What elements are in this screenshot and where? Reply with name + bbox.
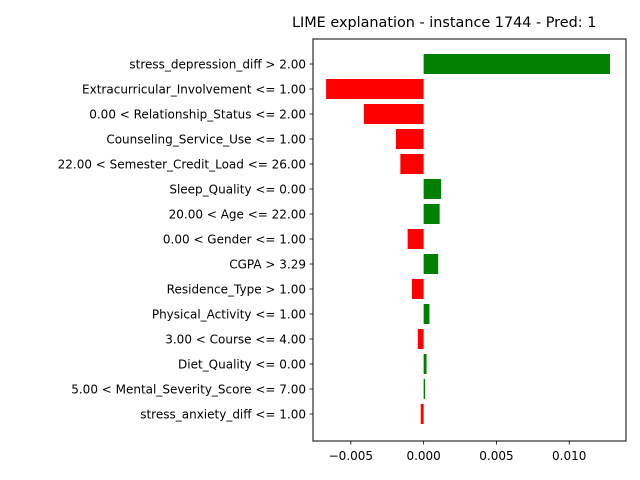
bar-12 — [423, 354, 427, 374]
bar-13 — [423, 379, 426, 399]
x-tick-label: 0.005 — [479, 449, 513, 463]
y-tick-label: stress_anxiety_diff <= 1.00 — [140, 408, 306, 422]
y-tick-label: Extracurricular_Involvement <= 1.00 — [82, 83, 306, 97]
y-tick-label: Physical_Activity <= 1.00 — [152, 308, 306, 322]
y-tick-label: 3.00 < Course <= 4.00 — [165, 333, 306, 347]
bar-4 — [400, 154, 424, 174]
bar-0 — [423, 54, 610, 74]
y-tick-label: Sleep_Quality <= 0.00 — [169, 183, 306, 197]
plot-frame — [312, 38, 627, 442]
bar-5 — [423, 179, 442, 199]
x-ticks: −0.005 0.000 0.005 0.010 — [329, 441, 586, 463]
bar-9 — [411, 279, 424, 299]
bar-3 — [395, 129, 424, 149]
y-tick-label: Residence_Type > 1.00 — [167, 283, 306, 297]
x-tick-label: 0.010 — [552, 449, 586, 463]
bar-7 — [407, 229, 424, 249]
y-tick-label: Diet_Quality <= 0.00 — [178, 358, 306, 372]
bar-8 — [423, 254, 439, 274]
x-tick-label: −0.005 — [329, 449, 373, 463]
bar-2 — [363, 104, 424, 124]
y-tick-label: 0.00 < Gender <= 1.00 — [163, 233, 306, 247]
y-tick-label: CGPA > 3.29 — [229, 258, 306, 272]
bar-11 — [417, 329, 424, 349]
y-tick-label: 5.00 < Mental_Severity_Score <= 7.00 — [71, 383, 306, 397]
bar-10 — [423, 304, 430, 324]
y-tick-label: Counseling_Service_Use <= 1.00 — [106, 133, 306, 147]
y-tick-label: 20.00 < Age <= 22.00 — [169, 208, 306, 222]
x-tick-label: 0.000 — [406, 449, 440, 463]
bar-14 — [420, 404, 424, 424]
bar-6 — [423, 204, 440, 224]
y-tick-label: 0.00 < Relationship_Status <= 2.00 — [89, 108, 306, 122]
y-tick-labels: stress_depression_diff > 2.00 Extracurric… — [58, 58, 313, 422]
bars-group — [326, 54, 610, 424]
y-tick-label: 22.00 < Semester_Credit_Load <= 26.00 — [58, 158, 306, 172]
chart-title: LIME explanation - instance 1744 - Pred:… — [292, 15, 596, 31]
y-tick-label: stress_depression_diff > 2.00 — [129, 58, 306, 72]
bar-1 — [326, 79, 424, 99]
